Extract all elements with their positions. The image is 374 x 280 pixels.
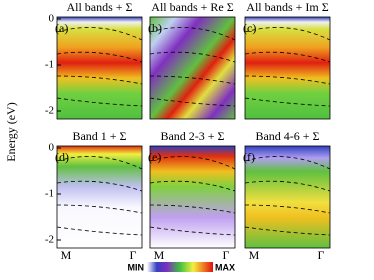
panel-label: (f) — [243, 150, 255, 164]
panel-label: (c) — [243, 21, 256, 35]
band-line — [149, 97, 236, 107]
band-line — [149, 226, 236, 236]
colorbar — [147, 262, 213, 272]
band-line — [149, 51, 236, 63]
band-line — [56, 156, 143, 170]
y-tick-label: -2 — [45, 234, 54, 246]
x-tick-label: Γ — [130, 248, 137, 262]
band-line — [244, 180, 331, 192]
x-tick-label: M — [249, 248, 260, 262]
x-tick-label: M — [154, 248, 165, 262]
y-tick-label: 0 — [49, 13, 55, 25]
band-line — [56, 180, 143, 192]
panel-title: All bands + Re Σ — [151, 0, 233, 14]
band-line — [244, 27, 331, 41]
x-tick-label: Γ — [223, 248, 230, 262]
band-line — [244, 51, 331, 63]
band-line — [244, 97, 331, 107]
band-line — [56, 51, 143, 63]
band-line — [56, 204, 143, 214]
band-line — [56, 75, 143, 85]
heatmap — [56, 145, 143, 249]
heatmap — [149, 145, 236, 249]
panel-label: (e) — [148, 150, 161, 164]
colorbar-max: MAX — [215, 262, 235, 272]
band-line — [149, 75, 236, 85]
panel-label: (a) — [55, 21, 68, 35]
band-line — [244, 156, 331, 170]
heatmap — [149, 16, 236, 120]
y-tick-label: -2 — [45, 105, 54, 117]
band-line — [149, 27, 236, 41]
panel-title: All bands + Im Σ — [246, 0, 328, 14]
panel-label: (b) — [148, 21, 162, 35]
panel-title: All bands + Σ — [66, 0, 132, 14]
panel-title: Band 4-6 + Σ — [255, 129, 319, 143]
band-line — [244, 75, 331, 85]
band-line — [149, 156, 236, 170]
band-line — [149, 180, 236, 192]
band-line — [56, 27, 143, 41]
colorbar-min: MIN — [128, 262, 145, 272]
heatmap — [244, 16, 331, 120]
panel-title: Band 2-3 + Σ — [160, 129, 224, 143]
x-tick-label: M — [61, 248, 72, 262]
x-tick-label: Γ — [318, 248, 325, 262]
y-tick-label: -1 — [45, 59, 54, 71]
band-line — [244, 204, 331, 214]
band-line — [149, 204, 236, 214]
y-tick-label: -1 — [45, 188, 54, 200]
panel-title: Band 1 + Σ — [72, 129, 126, 143]
y-axis-label: Energy (eV) — [4, 102, 18, 161]
heatmap — [56, 16, 143, 120]
band-line — [244, 226, 331, 236]
band-line — [56, 226, 143, 236]
heatmap — [244, 145, 331, 249]
band-line — [56, 97, 143, 107]
panel-label: (d) — [55, 150, 69, 164]
y-tick-label: 0 — [49, 142, 55, 154]
